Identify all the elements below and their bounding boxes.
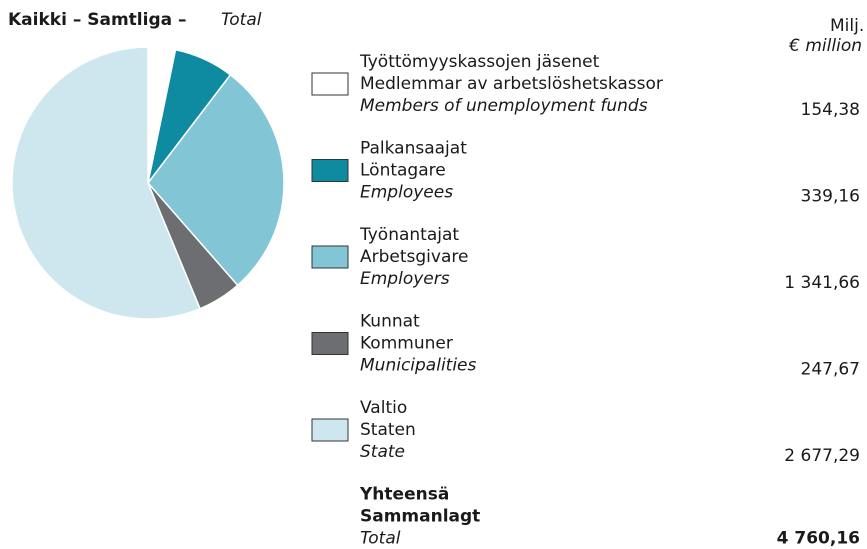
- total-value: 4 760,16: [777, 529, 860, 549]
- legend-label: Staten: [360, 420, 416, 440]
- value-label: 154,38: [801, 100, 860, 120]
- legend-label: Löntagare: [360, 161, 446, 181]
- legend-label: Valtio: [360, 398, 407, 418]
- total-label: Yhteensä: [359, 485, 449, 505]
- legend-swatch: [311, 72, 349, 96]
- legend-label: Kommuner: [360, 334, 453, 354]
- legend-label: Työttömyyskassojen jäsenet: [359, 52, 600, 72]
- legend-swatch: [311, 245, 349, 269]
- chart-title: Kaikki – Samtliga –: [8, 10, 187, 30]
- value-label: 339,16: [801, 187, 860, 207]
- value-label: 1 341,66: [784, 273, 860, 293]
- pie-slice: [147, 73, 285, 287]
- legend-label: State: [360, 442, 405, 462]
- unit-label-en: € million: [788, 36, 862, 56]
- chart-title-en: Total: [221, 10, 262, 30]
- legend-label: Kunnat: [360, 312, 420, 332]
- legend-label: Työnantajat: [359, 225, 459, 245]
- legend-label: Employers: [360, 269, 450, 289]
- legend-swatch: [311, 159, 349, 182]
- legend-label: Medlemmar av arbetslöshetskassor: [360, 74, 663, 94]
- legend-swatch: [311, 418, 349, 442]
- legend-label: Employees: [360, 183, 453, 203]
- value-label: 247,67: [801, 360, 860, 380]
- pie-slice: [11, 46, 201, 320]
- legend-label: Members of unemployment funds: [360, 96, 648, 116]
- legend-label: Palkansaajat: [360, 139, 467, 159]
- legend-swatch: [311, 332, 349, 355]
- value-label: 2 677,29: [784, 446, 860, 466]
- total-label: Sammanlagt: [360, 507, 480, 527]
- total-label: Total: [360, 529, 401, 549]
- unit-label: Milj. €: [830, 16, 867, 36]
- legend-label: Arbetsgivare: [360, 247, 468, 267]
- legend-label: Municipalities: [360, 356, 477, 376]
